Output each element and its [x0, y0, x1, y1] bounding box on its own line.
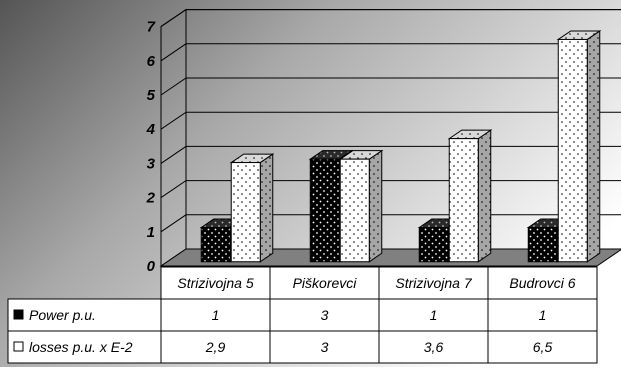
bars	[199, 30, 602, 263]
legend-marker	[13, 341, 24, 352]
bar-front	[230, 162, 261, 263]
legend-marker	[13, 309, 24, 320]
y-tick-label: 5	[147, 87, 156, 104]
row-label: Power p.u.	[29, 307, 96, 323]
table-row-bg	[7, 298, 598, 332]
table-cell-value: 6,5	[533, 339, 553, 355]
y-tick-label: 0	[147, 258, 156, 275]
bar-side	[368, 149, 383, 263]
table-cell-value: 3,6	[424, 339, 444, 355]
data-table: Strizivojna 5 Piškorevci Strizivojna 7 Budr…	[7, 266, 598, 364]
table-cell-value: 1	[539, 307, 547, 323]
bar-losses	[229, 153, 275, 263]
y-tick-label: 3	[147, 155, 156, 172]
table-cell-value: 3	[321, 307, 329, 323]
bar-front	[200, 227, 231, 263]
table-row-bg	[7, 330, 598, 364]
bar-front	[418, 227, 449, 263]
bar-losses	[556, 30, 602, 263]
row-label: losses p.u. x E-2	[29, 339, 133, 355]
bar-front	[448, 138, 479, 263]
table-cell-value: 1	[430, 307, 438, 323]
category-label: Strizivojna 7	[395, 275, 472, 291]
bar-side	[259, 153, 274, 263]
y-tick-label: 6	[147, 53, 156, 70]
y-tick-label: 7	[147, 19, 156, 36]
gridline	[160, 9, 621, 28]
bar-front	[339, 158, 370, 263]
bar-side	[586, 30, 601, 263]
y-axis-ticks: 0 1 2 3 4 5 6 7	[146, 19, 156, 275]
y-tick-label: 2	[146, 190, 156, 207]
bar-front	[309, 158, 340, 263]
category-label: Budrovci 6	[509, 275, 575, 291]
category-label: Strizivojna 5	[177, 275, 253, 291]
table-cell-value: 3	[321, 339, 329, 355]
gridline	[160, 77, 621, 96]
y-tick-label: 4	[146, 121, 156, 138]
bar-losses	[338, 149, 384, 263]
bar-side	[477, 129, 492, 263]
table-cell-value: 1	[212, 307, 220, 323]
floor	[159, 248, 621, 267]
gridline	[160, 111, 621, 130]
bar-front	[527, 227, 558, 263]
gridline	[160, 43, 621, 62]
bar-front	[557, 38, 588, 263]
table-cell-value: 2,9	[205, 339, 226, 355]
category-label: Piškorevci	[293, 275, 358, 291]
bar-losses	[447, 129, 493, 263]
y-tick-label: 1	[147, 224, 155, 241]
